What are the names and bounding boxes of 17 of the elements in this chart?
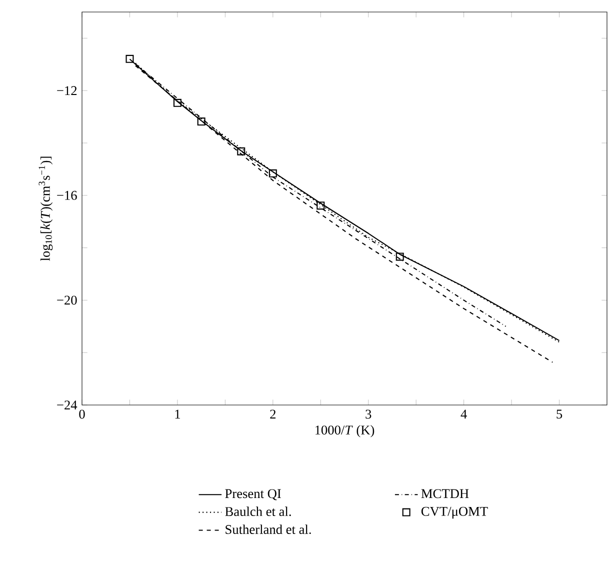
x-tick-label: 2 (270, 410, 276, 419)
y-tick-label: −16 (57, 190, 77, 200)
legend-label: Baulch et al. (225, 506, 291, 516)
x-tick-label: 0 (79, 410, 85, 419)
legend-label: CVT/μOMT (421, 506, 488, 519)
y-tick-label: −24 (57, 400, 78, 410)
x-tick-label: 5 (556, 410, 562, 419)
y-tick-label: −12 (57, 86, 77, 96)
legend-label: MCTDH (421, 489, 469, 498)
y-tick-label: −20 (57, 296, 77, 305)
text: log$_{10}$[k(T)(cm$^{3}$s$^{−1}$)] (38, 156, 53, 261)
x-tick-label: 3 (366, 410, 372, 419)
x-axis-title: 1000/T (K) (315, 425, 374, 438)
legend-label: Present QI (225, 489, 281, 500)
x-tick-label: 1 (175, 410, 180, 418)
x-tick-label: 4 (460, 410, 467, 418)
legend-label: Sutherland et al. (226, 524, 311, 534)
